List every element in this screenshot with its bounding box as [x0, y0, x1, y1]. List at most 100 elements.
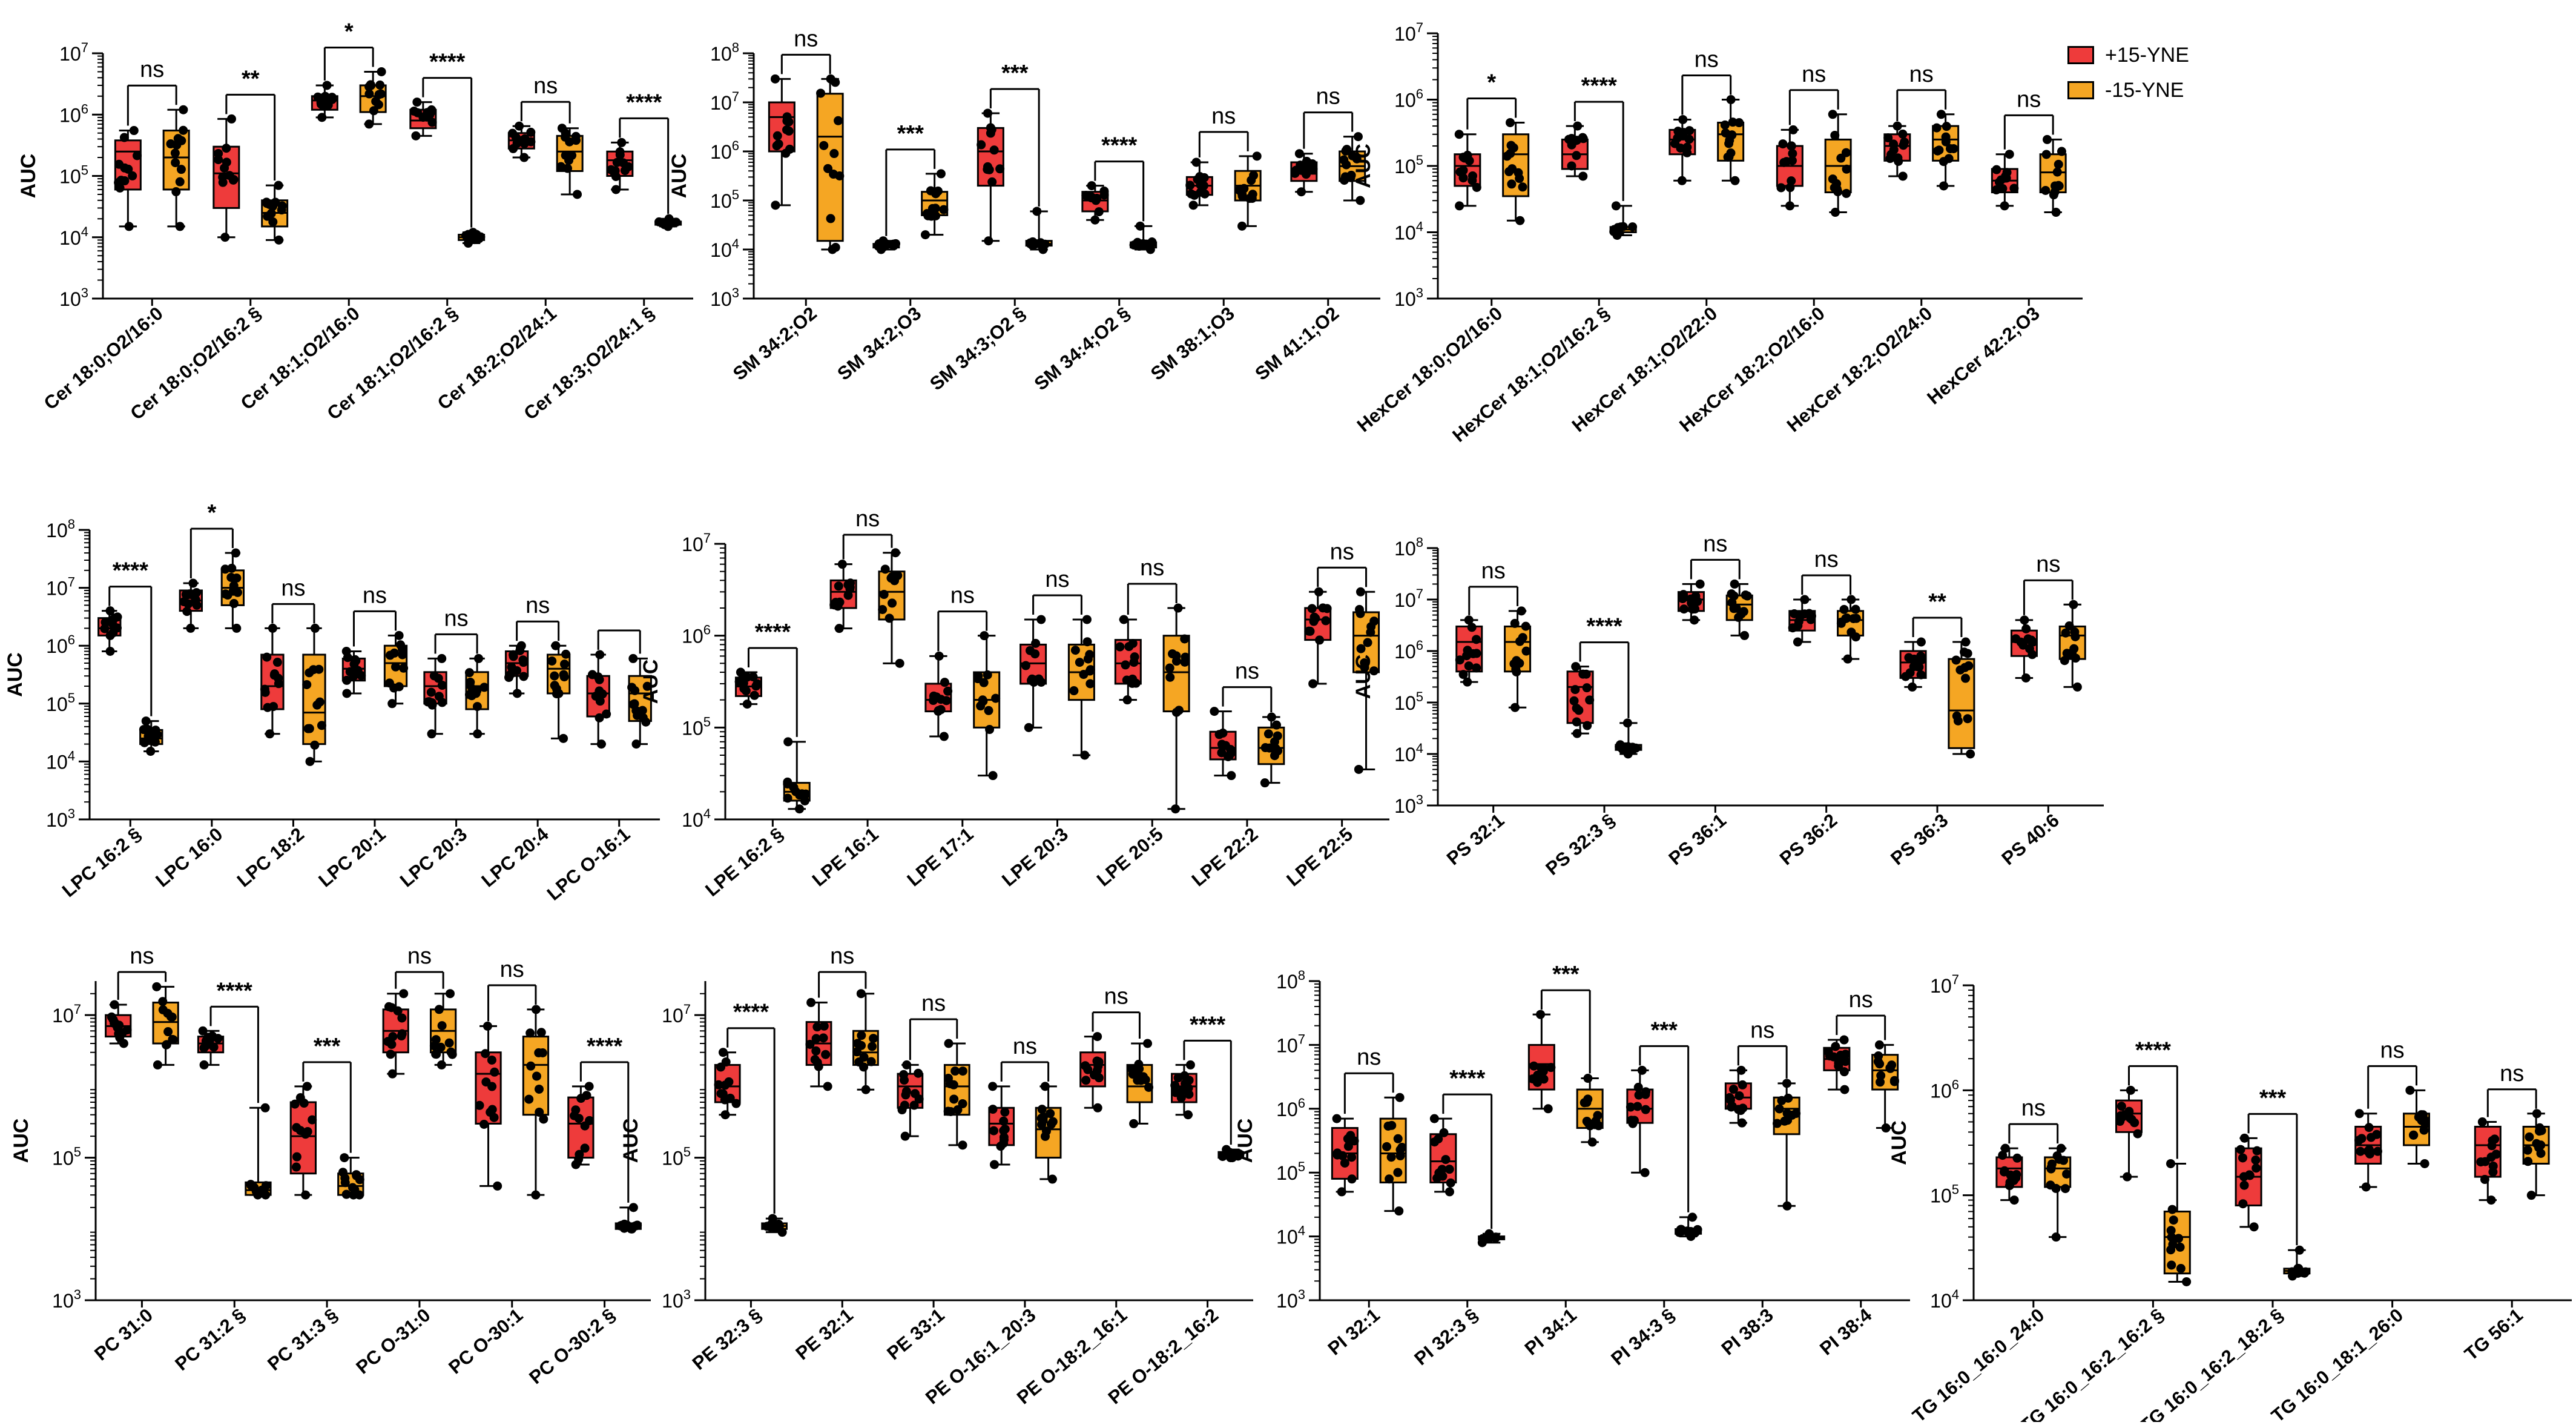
data-point-plus	[1183, 1110, 1193, 1120]
data-point-plus	[493, 1181, 502, 1191]
y-tick-label: 103	[59, 285, 88, 310]
y-tick-base: 10	[1394, 589, 1416, 611]
data-point-plus	[1294, 149, 1304, 159]
data-point-minus	[800, 796, 809, 805]
data-point-minus	[1339, 155, 1349, 165]
data-point-minus	[1939, 181, 1949, 191]
data-point-minus	[1512, 667, 1521, 676]
data-point-minus	[1839, 604, 1849, 614]
data-point-plus	[1195, 172, 1205, 182]
x-tick-label: PE 32:1	[791, 1304, 857, 1364]
data-point-minus	[1828, 174, 1837, 184]
data-point-plus	[1437, 1165, 1447, 1174]
data-point-minus	[1830, 130, 1840, 140]
data-point-minus	[1724, 139, 1734, 148]
data-point-plus	[782, 125, 791, 134]
significance-label: ***	[897, 121, 924, 147]
data-point-plus	[110, 1000, 119, 1010]
significance-label: ****	[217, 978, 252, 1003]
data-point-plus	[983, 165, 992, 174]
data-point-plus	[1916, 637, 1926, 647]
significance-label: ****	[1586, 614, 1622, 640]
data-point-plus	[718, 1048, 728, 1057]
data-point-minus	[884, 613, 894, 623]
data-point-plus	[292, 1152, 301, 1162]
data-point-minus	[168, 1035, 178, 1045]
data-point-plus	[1439, 1128, 1449, 1137]
data-point-plus	[1571, 662, 1581, 672]
data-point-plus	[322, 81, 332, 90]
data-point-minus	[175, 222, 185, 231]
data-point-plus	[1908, 682, 1917, 692]
data-point-plus	[342, 689, 352, 698]
data-point-minus	[1830, 208, 1840, 217]
data-point-plus	[1570, 685, 1580, 695]
data-point-minus	[1953, 716, 1963, 726]
y-tick-label: 108	[1276, 968, 1305, 993]
y-tick-exponent: 4	[1952, 1287, 1959, 1302]
data-point-plus	[218, 177, 228, 187]
significance-label: ns	[140, 57, 164, 82]
data-point-minus	[146, 747, 156, 756]
data-point-minus	[2420, 1159, 2429, 1168]
data-point-plus	[1184, 1089, 1194, 1099]
data-point-minus	[1356, 587, 1365, 597]
data-point-plus	[1690, 615, 1699, 625]
data-point-plus	[721, 1057, 731, 1067]
data-point-plus	[771, 200, 780, 210]
data-point-plus	[1343, 1142, 1353, 1151]
data-point-plus	[2487, 1141, 2497, 1151]
y-tick-base: 10	[710, 43, 732, 65]
data-point-minus	[2166, 1159, 2176, 1168]
data-point-plus	[1736, 1065, 1746, 1075]
data-point-minus	[1791, 1109, 1801, 1119]
y-tick-base: 10	[710, 92, 732, 114]
data-point-minus	[1340, 172, 1350, 182]
category-group: *** PC 31:3 §	[263, 1034, 364, 1375]
data-point-minus	[1734, 118, 1744, 128]
data-point-plus	[1572, 729, 1582, 738]
data-point-minus	[1041, 1131, 1050, 1141]
data-point-minus	[2070, 632, 2080, 641]
data-point-plus	[327, 93, 337, 102]
data-point-minus	[1939, 157, 1948, 167]
y-tick-exponent: 4	[1298, 1223, 1305, 1238]
data-point-minus	[536, 1028, 546, 1037]
data-point-minus	[394, 630, 404, 640]
significance-label: ****	[587, 1034, 622, 1059]
data-point-plus	[1188, 200, 1198, 210]
data-point-minus	[1846, 627, 1856, 637]
data-point-plus	[999, 1116, 1009, 1126]
data-point-minus	[532, 1071, 541, 1081]
data-point-plus	[185, 589, 194, 599]
significance-label: ns	[1802, 62, 1826, 87]
data-point-plus	[983, 108, 993, 118]
data-point-plus	[2356, 1146, 2365, 1156]
data-point-plus	[1738, 1080, 1747, 1089]
data-point-minus	[2057, 147, 2066, 156]
data-point-plus	[1297, 165, 1306, 175]
y-tick-label: 108	[710, 40, 739, 65]
data-point-minus	[1885, 1063, 1895, 1073]
y-tick-base: 10	[1394, 692, 1416, 714]
data-point-minus	[263, 211, 272, 221]
data-point-minus	[573, 190, 582, 199]
data-point-plus	[718, 1089, 728, 1099]
y-tick-label: 103	[52, 1287, 81, 1312]
y-tick-label: 107	[52, 1002, 81, 1027]
significance-label: ns	[2036, 552, 2060, 577]
significance-label: ns	[794, 26, 818, 51]
x-tick-label: HexCer 42:2;O3	[1923, 303, 2043, 409]
y-tick-base: 10	[52, 1005, 74, 1027]
data-point-plus	[316, 99, 326, 109]
data-point-plus	[1569, 696, 1579, 706]
x-tick-label: LPC O-16:1	[543, 824, 634, 905]
data-point-minus	[1037, 1105, 1047, 1114]
significance-label: ns	[830, 944, 854, 969]
data-point-minus	[1363, 638, 1372, 647]
data-point-minus	[1727, 598, 1737, 607]
data-point-minus	[2408, 1130, 2418, 1140]
data-point-minus	[389, 648, 399, 658]
